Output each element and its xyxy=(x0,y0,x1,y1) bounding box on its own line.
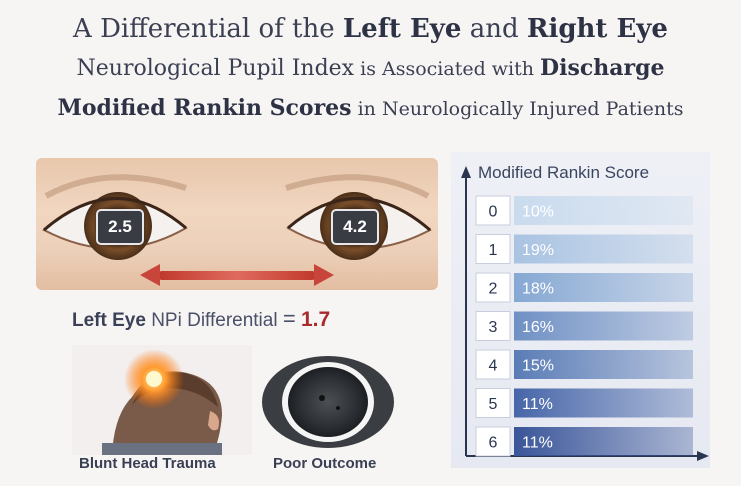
poor-outcome-image xyxy=(262,356,394,448)
left-eye-npi-value: 2.5 xyxy=(96,209,144,245)
npi-differential-text: Left Eye NPi Differential = 1.7 xyxy=(72,306,330,332)
bar xyxy=(514,350,693,379)
category-box xyxy=(475,311,511,341)
differential-arrow xyxy=(140,264,334,286)
differential-equals: = xyxy=(282,306,296,331)
head-trauma-image xyxy=(72,345,252,455)
value-label: 16% xyxy=(522,319,554,336)
y-axis-arrow xyxy=(461,166,471,178)
value-label: 11% xyxy=(522,396,553,413)
right-eye-npi-value: 4.2 xyxy=(331,209,379,245)
title-line-2: Neurological Pupil Index is Associated w… xyxy=(76,55,665,81)
category-box xyxy=(475,234,511,264)
category-box xyxy=(475,426,511,457)
category-label: 5 xyxy=(489,396,498,413)
value-label: 18% xyxy=(522,281,554,298)
category-label: 4 xyxy=(489,358,498,375)
value-label: 11% xyxy=(522,435,553,452)
bar xyxy=(514,273,693,302)
category-label: 2 xyxy=(489,281,498,298)
category-label: 0 xyxy=(489,204,498,221)
trauma-label: Blunt Head Trauma xyxy=(79,455,216,472)
title-line-3: Modified Rankin Scores in Neurologically… xyxy=(57,95,684,121)
category-box xyxy=(475,388,511,418)
bar xyxy=(514,196,693,225)
bar xyxy=(514,427,693,456)
bar xyxy=(514,311,693,341)
chart-title: Modified Rankin Score xyxy=(478,163,650,182)
differential-eye: Left Eye xyxy=(72,310,146,331)
value-label: 10% xyxy=(522,204,554,221)
bar xyxy=(514,388,693,418)
x-axis-arrow xyxy=(697,451,709,461)
outcome-label: Poor Outcome xyxy=(273,455,377,472)
page-title: A Differential of the Left Eye and Right… xyxy=(0,10,741,129)
eyes-illustration: 2.5 4.2 xyxy=(36,158,438,290)
category-label: 1 xyxy=(489,242,498,259)
category-box xyxy=(475,272,511,303)
category-box xyxy=(475,349,511,380)
value-label: 19% xyxy=(522,242,554,259)
category-label: 3 xyxy=(489,319,498,336)
differential-label: NPi Differential xyxy=(151,310,278,331)
rankin-chart: 0 10% 1 19% 2 18% 3 16% 4 15% 5 11% 6 11% xyxy=(461,166,709,461)
category-box xyxy=(475,195,511,226)
value-label: 15% xyxy=(522,358,554,375)
differential-value: 1.7 xyxy=(301,308,331,331)
bar xyxy=(514,234,693,264)
title-line-1: A Differential of the Left Eye and Right… xyxy=(73,14,668,44)
category-label: 6 xyxy=(489,435,498,452)
